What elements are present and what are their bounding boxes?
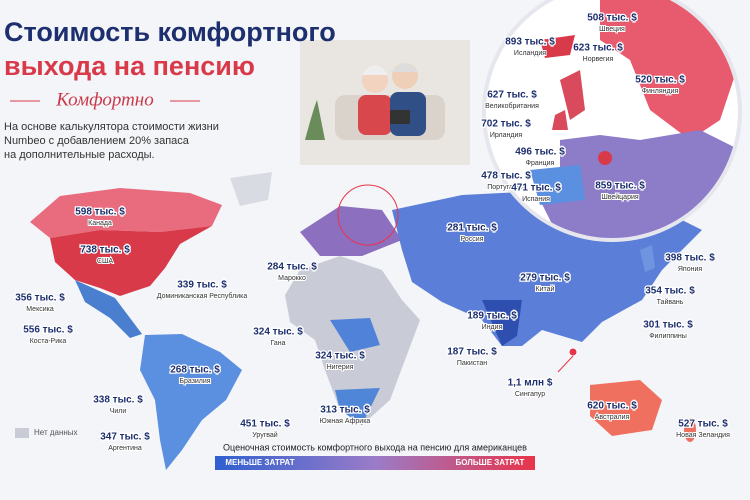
country-name: Чили <box>110 408 127 415</box>
value-label: 520 тыс. $ <box>635 75 685 86</box>
country-name: Канада <box>88 220 112 227</box>
country-name: Сингапур <box>515 391 545 398</box>
value-label: 324 тыс. $ <box>315 351 365 362</box>
usa <box>50 226 212 296</box>
country-name: Аргентина <box>108 445 142 452</box>
photo <box>300 40 470 165</box>
value-label: 284 тыс. $ <box>267 262 317 273</box>
value-label: 268 тыс. $ <box>170 365 220 376</box>
country-name: Мексика <box>26 306 54 313</box>
no-data-label: Нет данных <box>34 428 78 437</box>
country-name: Китай <box>536 285 555 293</box>
value-label: 187 тыс. $ <box>447 347 497 358</box>
country-name: Испания <box>522 196 550 203</box>
value-label: 893 тыс. $ <box>505 37 555 48</box>
country-name: Тайвань <box>657 298 684 306</box>
subtitle: Комфортно <box>55 89 153 110</box>
value-label: 324 тыс. $ <box>253 327 303 338</box>
country-name: Нигерия <box>327 364 354 371</box>
legend-title: Оценочная стоимость комфортного выхода н… <box>223 442 527 452</box>
canada <box>30 188 222 238</box>
value-label: 279 тыс. $ <box>520 273 570 284</box>
description: Numbeo с добавлением 20% запаса <box>4 135 190 147</box>
value-label: 738 тыс. $ <box>80 245 130 256</box>
country-name: Франция <box>526 160 555 167</box>
legend-gradient <box>215 456 535 470</box>
value-label: 478 тыс. $ <box>481 171 531 182</box>
value-label: 1,1 млн $ <box>508 378 553 389</box>
value-label: 623 тыс. $ <box>573 43 623 54</box>
value-label: 354 тыс. $ <box>645 286 695 297</box>
value-label: 301 тыс. $ <box>643 320 693 331</box>
country-name: Швейцария <box>601 193 639 201</box>
country-name: Ирландия <box>490 132 523 139</box>
value-label: 398 тыс. $ <box>665 253 715 264</box>
value-label: 313 тыс. $ <box>320 405 370 416</box>
legend-low: МЕНЬШЕ ЗАТРАТ <box>225 458 294 467</box>
value-label: 859 тыс. $ <box>595 181 645 192</box>
country-name: Коста-Рика <box>30 338 67 345</box>
value-label: 627 тыс. $ <box>487 90 537 101</box>
value-label: 508 тыс. $ <box>587 13 637 24</box>
value-label: 339 тыс. $ <box>177 280 227 291</box>
value-label: 496 тыс. $ <box>515 147 565 158</box>
country-name: Новая Зеландия <box>676 432 730 439</box>
country-name: Марокко <box>278 275 306 282</box>
value-label: 451 тыс. $ <box>240 419 290 430</box>
value-label: 281 тыс. $ <box>447 223 497 234</box>
world-map <box>30 172 702 470</box>
value-label: 347 тыс. $ <box>100 432 150 443</box>
country-name: Гана <box>270 340 285 347</box>
description: На основе калькулятора стоимости жизни <box>4 121 219 133</box>
country-name: Норвегия <box>583 56 614 63</box>
country-name: Исландия <box>514 50 546 57</box>
country-name: Япония <box>678 266 703 273</box>
country-name: Финляндия <box>642 88 679 95</box>
value-label: 620 тыс. $ <box>587 401 637 412</box>
country-name: США <box>97 258 113 265</box>
value-label: 189 тыс. $ <box>467 311 517 322</box>
no-data-swatch <box>15 428 29 438</box>
country-name: Великобритания <box>485 102 539 110</box>
country-name: Португалия <box>487 184 525 191</box>
country-name: Швеция <box>599 26 625 33</box>
country-name: Филиппины <box>649 333 687 340</box>
value-label: 556 тыс. $ <box>23 325 73 336</box>
country-name: Россия <box>461 236 484 243</box>
legend-high: БОЛЬШЕ ЗАТРАТ <box>456 458 525 467</box>
country-name: Австралия <box>595 414 630 421</box>
country-name: Доминиканская Республика <box>157 292 248 300</box>
country-name: Индия <box>482 324 503 331</box>
description: на дополнительные расходы. <box>4 149 155 161</box>
europe-inset <box>482 0 742 242</box>
country-name: Бразилия <box>179 378 210 385</box>
country-name: Уругвай <box>252 431 278 439</box>
title-line: выхода на пенсию <box>4 51 255 81</box>
value-label: 356 тыс. $ <box>15 293 65 304</box>
value-label: 338 тыс. $ <box>93 395 143 406</box>
value-label: 527 тыс. $ <box>678 419 728 430</box>
title-line: Стоимость комфортного <box>4 17 336 47</box>
value-label: 702 тыс. $ <box>481 119 531 130</box>
value-label: 598 тыс. $ <box>75 207 125 218</box>
country-name: Южная Африка <box>320 418 371 425</box>
value-label: 471 тыс. $ <box>511 183 561 194</box>
country-name: Пакистан <box>457 360 487 367</box>
